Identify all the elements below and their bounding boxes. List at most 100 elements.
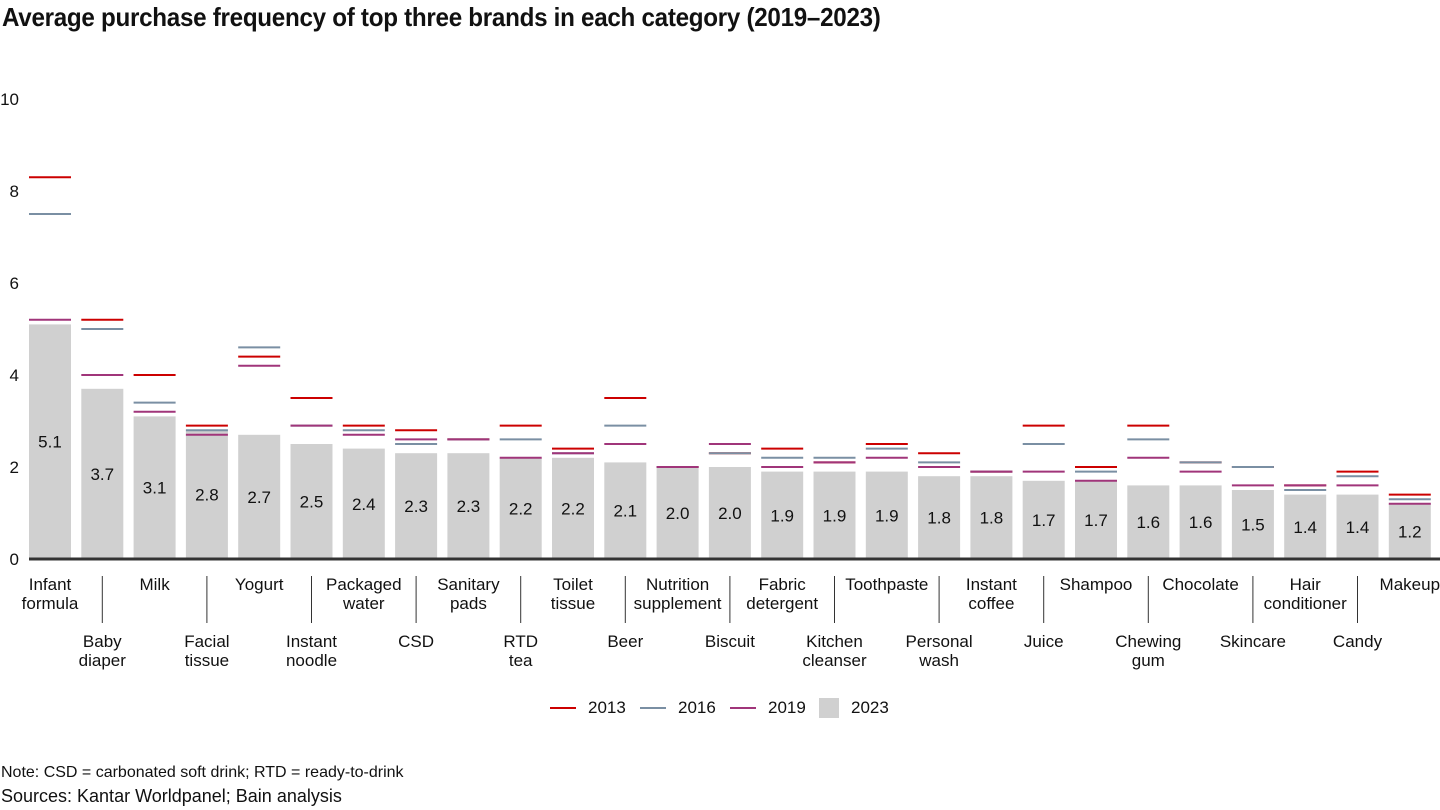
category-label: Toothpaste — [845, 575, 928, 594]
chart-area: 0 2 4 6 8 10 5.1 3.7 3.1 2.8 2.7 2.5 2.4 2.3 2.3 2.2 2.… — [0, 90, 1440, 670]
category-label: Shampoo — [1060, 575, 1133, 594]
bar-value-label: 1.5 — [1241, 516, 1265, 535]
category-label: tea — [509, 651, 533, 670]
bar-2023 — [185, 430, 228, 559]
bar-2023 — [708, 467, 751, 559]
sources: Sources: Kantar Worldpanel; Bain analysi… — [1, 786, 342, 806]
legend-swatch-2016 — [640, 707, 666, 709]
bar-value-label: 1.6 — [1189, 513, 1213, 532]
category-label: Instant — [286, 632, 337, 651]
bar-2023 — [604, 462, 647, 559]
category-label: Hair — [1290, 575, 1322, 594]
category-label: RTD — [503, 632, 538, 651]
bar-value-labels: 5.1 3.7 3.1 2.8 2.7 2.5 2.4 2.3 2.3 2.2 2.2 2.1 2.0 2… — [38, 433, 1421, 542]
legend-item-2016: 2016 — [640, 698, 716, 718]
markers — [29, 176, 1431, 505]
category-label: Candy — [1333, 632, 1383, 651]
category-label: gum — [1132, 651, 1165, 670]
category-label: supplement — [634, 594, 722, 613]
category-label: detergent — [746, 594, 818, 613]
category-label: Packaged — [326, 575, 402, 594]
bar-value-label: 1.6 — [1136, 513, 1160, 532]
y-tick-label: 4 — [10, 366, 19, 385]
legend-label-2019: 2019 — [768, 698, 806, 717]
bar-2023 — [238, 434, 281, 559]
y-tick-label: 10 — [0, 90, 19, 109]
category-label: water — [342, 594, 385, 613]
bar-2023 — [1179, 485, 1222, 559]
bar-2023 — [29, 324, 71, 559]
category-label: coffee — [968, 594, 1014, 613]
legend-item-2019: 2019 — [730, 698, 806, 718]
category-label: Instant — [966, 575, 1017, 594]
bar-2023 — [447, 453, 490, 559]
category-label: cleanser — [802, 651, 867, 670]
bar-2023 — [1231, 490, 1274, 559]
bar-2023 — [290, 444, 333, 559]
y-tick-label: 6 — [10, 274, 19, 293]
bar-value-label: 2.5 — [300, 493, 324, 512]
legend-swatch-2013 — [550, 707, 576, 709]
bar-2023 — [81, 388, 124, 559]
legend-item-2013: 2013 — [550, 698, 626, 718]
bar-value-label: 2.8 — [195, 486, 219, 505]
category-label: Skincare — [1220, 632, 1286, 651]
category-label: Toilet — [553, 575, 593, 594]
bar-2023 — [1388, 503, 1431, 559]
y-tick-label: 0 — [10, 550, 19, 569]
category-label: formula — [22, 594, 79, 613]
legend-label-2023: 2023 — [851, 698, 889, 717]
y-axis: 0 2 4 6 8 10 — [0, 90, 19, 569]
bar-value-label: 2.4 — [352, 495, 376, 514]
category-label: Infant — [29, 575, 72, 594]
bar-value-label: 1.9 — [823, 506, 847, 525]
bar-2023 — [1284, 494, 1327, 559]
category-label: pads — [450, 594, 487, 613]
bar-value-label: 1.4 — [1293, 518, 1317, 537]
category-label: Nutrition — [646, 575, 709, 594]
bar-value-label: 1.8 — [927, 509, 951, 528]
category-label: Beer — [607, 632, 643, 651]
bar-value-label: 3.1 — [143, 479, 167, 498]
bar-2023 — [1075, 480, 1117, 559]
category-label: Kitchen — [806, 632, 863, 651]
bar-value-label: 2.3 — [404, 497, 428, 516]
category-label: Yogurt — [235, 575, 284, 594]
bar-value-label: 2.1 — [613, 502, 637, 521]
y-tick-label: 2 — [10, 458, 19, 477]
bar-2023 — [395, 453, 438, 559]
category-label: CSD — [398, 632, 434, 651]
category-label: diaper — [79, 651, 127, 670]
bar-2023 — [970, 476, 1013, 559]
bar-2023 — [918, 476, 961, 559]
legend-swatch-2023 — [819, 698, 839, 718]
bar-value-label: 2.3 — [457, 497, 481, 516]
bars-2023 — [29, 324, 1431, 559]
bar-2023 — [552, 457, 594, 559]
bar-value-label: 3.7 — [90, 465, 114, 484]
bar-value-label: 1.4 — [1346, 518, 1370, 537]
footnote: Note: CSD = carbonated soft drink; RTD =… — [1, 764, 404, 781]
bar-value-label: 1.7 — [1084, 511, 1108, 530]
category-label: Biscuit — [705, 632, 755, 651]
bar-2023 — [813, 471, 856, 559]
bar-value-label: 5.1 — [38, 433, 62, 452]
category-label: wash — [918, 651, 959, 670]
bar-value-label: 1.9 — [770, 506, 794, 525]
bar-value-label: 2.0 — [718, 504, 742, 523]
bar-2023 — [1022, 480, 1065, 559]
bar-value-label: 2.0 — [666, 504, 690, 523]
bar-2023 — [1127, 485, 1170, 559]
x-axis-category-labels: InfantformulaBabydiaperMilkFacialtissueY… — [22, 575, 1440, 670]
category-label: Chocolate — [1162, 575, 1239, 594]
category-label: Sanitary — [437, 575, 500, 594]
bar-2023 — [1336, 494, 1379, 559]
category-label: conditioner — [1264, 594, 1348, 613]
legend-item-2023: 2023 — [819, 698, 889, 718]
category-label: Facial — [184, 632, 229, 651]
category-label: Baby — [83, 632, 122, 651]
legend-swatch-2019 — [730, 707, 756, 709]
bar-value-label: 2.2 — [509, 499, 533, 518]
bar-2023 — [342, 448, 385, 559]
category-label: noodle — [286, 651, 337, 670]
